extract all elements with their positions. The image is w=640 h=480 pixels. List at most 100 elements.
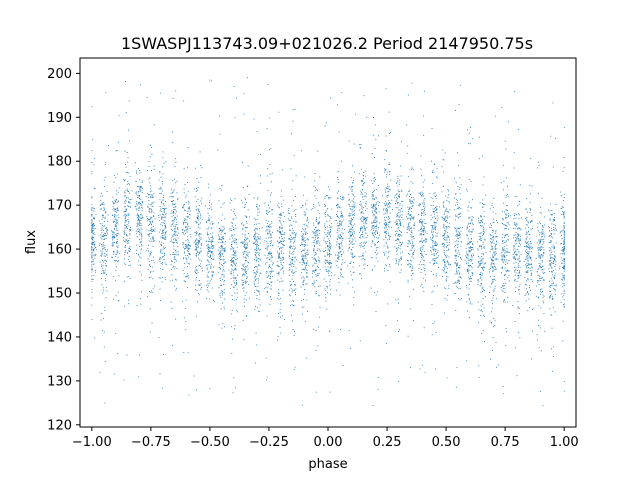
data-point	[267, 213, 269, 215]
data-point	[353, 262, 355, 263]
data-point	[373, 190, 375, 192]
data-point	[480, 240, 482, 242]
data-point	[459, 84, 461, 86]
data-point	[400, 243, 402, 245]
data-point	[271, 209, 273, 211]
data-point	[303, 238, 305, 240]
data-point	[187, 245, 189, 247]
data-point	[208, 238, 210, 240]
data-point	[245, 247, 247, 249]
data-point	[384, 171, 385, 173]
data-point	[254, 258, 255, 260]
data-point	[385, 204, 387, 206]
data-point	[242, 228, 244, 230]
data-point	[94, 245, 96, 247]
data-point	[255, 243, 257, 245]
data-point	[124, 280, 126, 282]
data-point	[306, 273, 308, 275]
data-point	[118, 187, 120, 189]
data-point	[401, 258, 402, 260]
data-point	[278, 254, 279, 256]
data-point	[376, 247, 378, 249]
data-point	[397, 185, 399, 187]
data-point	[139, 256, 141, 258]
data-point	[295, 175, 297, 177]
data-point	[182, 206, 183, 208]
data-point	[206, 221, 208, 223]
data-point	[412, 200, 413, 202]
data-point	[348, 194, 350, 196]
data-point	[222, 292, 223, 294]
data-point	[443, 201, 445, 203]
data-point	[459, 206, 461, 208]
data-point	[196, 187, 198, 189]
data-point	[126, 224, 128, 226]
data-point	[340, 269, 342, 271]
data-point	[313, 237, 315, 239]
data-point	[273, 262, 274, 264]
data-point	[329, 284, 331, 286]
data-point	[266, 241, 268, 242]
data-point	[137, 213, 139, 215]
data-point	[312, 230, 314, 232]
data-point	[175, 279, 177, 281]
data-point	[457, 227, 459, 229]
data-point	[172, 254, 174, 255]
data-point	[185, 240, 187, 242]
data-point	[330, 236, 332, 238]
data-point	[116, 242, 118, 244]
data-point	[349, 262, 351, 264]
data-point	[124, 305, 126, 307]
data-point	[116, 241, 118, 243]
data-point	[339, 220, 341, 222]
data-point	[254, 237, 256, 239]
data-point	[149, 223, 150, 225]
data-point	[442, 204, 444, 206]
data-point	[291, 291, 293, 293]
data-point	[303, 268, 304, 270]
data-point	[196, 273, 198, 274]
data-point	[140, 214, 142, 216]
data-point	[208, 219, 210, 221]
data-point	[410, 270, 412, 272]
data-point	[149, 255, 151, 257]
data-point	[434, 260, 436, 262]
data-point	[174, 239, 176, 241]
data-point	[423, 291, 425, 292]
data-point	[277, 252, 279, 254]
data-point	[136, 250, 138, 251]
data-point	[230, 273, 232, 275]
data-point	[468, 201, 470, 203]
data-point	[219, 293, 221, 295]
data-point	[366, 208, 368, 210]
data-point	[359, 340, 361, 342]
data-point	[411, 256, 413, 258]
data-point	[290, 245, 292, 247]
data-point	[303, 224, 305, 226]
data-point	[183, 257, 185, 259]
data-point	[140, 239, 142, 241]
data-point	[411, 232, 413, 233]
data-point	[359, 244, 361, 246]
data-point	[161, 201, 163, 203]
data-point	[459, 299, 461, 301]
data-point	[113, 298, 114, 300]
data-point	[177, 237, 179, 239]
data-point	[306, 253, 308, 255]
data-point	[455, 216, 457, 218]
data-point	[268, 274, 270, 276]
data-point	[112, 236, 114, 238]
data-point	[267, 168, 269, 170]
data-point	[350, 221, 352, 222]
data-point	[151, 190, 153, 192]
data-point	[187, 228, 189, 230]
data-point	[184, 184, 186, 185]
data-point	[186, 216, 188, 218]
data-point	[137, 223, 139, 225]
data-point	[318, 260, 320, 262]
data-point	[348, 229, 350, 231]
data-point	[142, 202, 143, 204]
data-point	[422, 247, 424, 249]
data-point	[477, 279, 479, 281]
data-point	[376, 197, 377, 199]
